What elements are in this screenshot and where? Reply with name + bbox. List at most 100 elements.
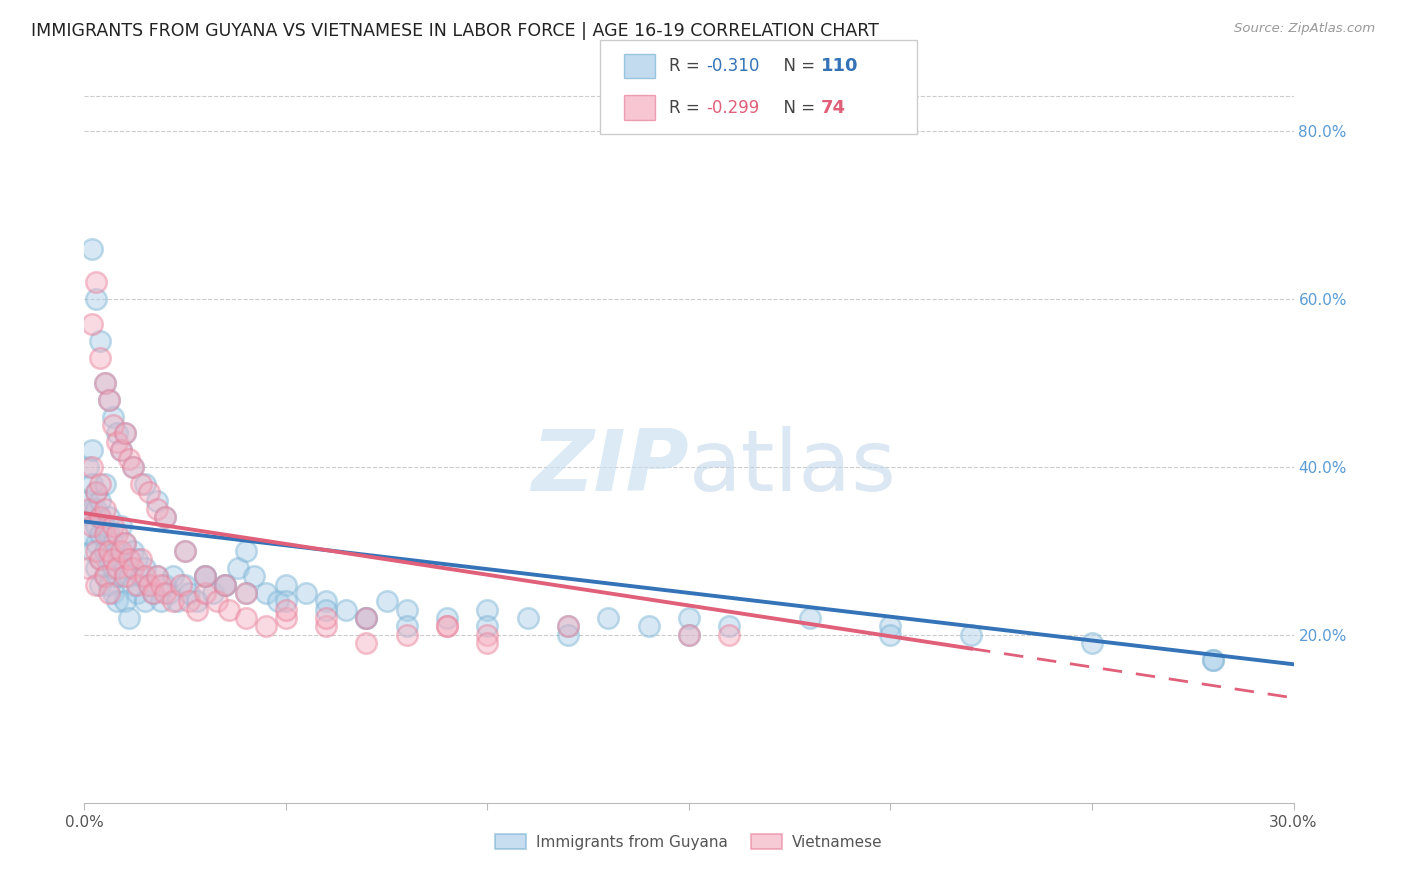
Point (89, 351, 111, 365)
Point (138, 577, 160, 591)
Text: Source: ZipAtlas.com: Source: ZipAtlas.com (1234, 22, 1375, 36)
Point (125, 552, 148, 566)
Point (101, 409, 124, 424)
Point (97, 510, 120, 524)
Point (799, 611, 821, 625)
Point (89, 510, 111, 524)
Point (97, 392, 120, 407)
Point (118, 611, 141, 625)
Point (110, 443, 132, 458)
Point (86, 485, 108, 500)
Point (166, 594, 188, 608)
Text: N =: N = (773, 99, 821, 117)
Point (121, 460, 143, 475)
Point (101, 535, 124, 549)
Point (82, 460, 104, 475)
Point (202, 586, 225, 600)
Point (395, 628, 418, 642)
Point (395, 619, 418, 633)
Point (356, 611, 378, 625)
Point (194, 569, 217, 583)
Point (375, 594, 398, 608)
Point (516, 611, 538, 625)
Text: atlas: atlas (689, 425, 897, 509)
Point (557, 619, 579, 633)
Point (82, 242, 104, 256)
Point (118, 552, 141, 566)
Point (1081, 636, 1104, 650)
Point (114, 535, 136, 549)
Point (89, 527, 111, 541)
Point (153, 510, 176, 524)
Point (86, 275, 108, 289)
Point (170, 577, 193, 591)
Text: -0.299: -0.299 (706, 99, 759, 117)
Text: 110: 110 (821, 57, 859, 75)
Point (77, 493, 100, 508)
Point (86, 292, 108, 306)
Point (315, 619, 337, 633)
Point (235, 611, 257, 625)
Point (118, 451, 141, 466)
Point (214, 577, 236, 591)
Point (105, 527, 128, 541)
Point (93, 544, 115, 558)
Point (118, 569, 141, 583)
Point (105, 560, 128, 574)
Point (77, 460, 100, 475)
Point (93, 476, 115, 491)
Point (142, 586, 165, 600)
Point (879, 619, 901, 633)
Point (101, 552, 124, 566)
Point (637, 619, 659, 633)
Point (274, 611, 297, 625)
Point (678, 628, 700, 642)
Point (93, 518, 115, 533)
Point (93, 376, 115, 390)
Point (174, 544, 197, 558)
Point (436, 619, 458, 633)
Point (315, 594, 337, 608)
Text: 74: 74 (821, 99, 846, 117)
Point (77, 527, 100, 541)
Point (93, 502, 115, 516)
Point (86, 535, 108, 549)
Point (146, 493, 169, 508)
Point (174, 577, 197, 591)
Point (114, 560, 136, 574)
Point (134, 569, 156, 583)
Point (101, 560, 124, 574)
Point (356, 636, 378, 650)
Point (110, 518, 132, 533)
Point (142, 586, 165, 600)
Point (101, 518, 124, 533)
Point (477, 628, 499, 642)
Text: R =: R = (669, 99, 706, 117)
Point (121, 544, 143, 558)
Point (315, 611, 337, 625)
Point (138, 577, 160, 591)
Text: IMMIGRANTS FROM GUYANA VS VIETNAMESE IN LABOR FORCE | AGE 16-19 CORRELATION CHAR: IMMIGRANTS FROM GUYANA VS VIETNAMESE IN … (31, 22, 879, 40)
Point (129, 569, 152, 583)
Point (89, 552, 111, 566)
Point (274, 577, 297, 591)
Point (678, 628, 700, 642)
Point (214, 577, 236, 591)
Point (226, 560, 249, 574)
Point (477, 619, 499, 633)
Point (77, 560, 100, 574)
Point (678, 611, 700, 625)
Point (153, 510, 176, 524)
Point (114, 594, 136, 608)
Point (121, 577, 143, 591)
Text: -0.310: -0.310 (706, 57, 759, 75)
Point (207, 594, 229, 608)
Point (218, 603, 240, 617)
Point (105, 594, 128, 608)
Point (356, 611, 378, 625)
Point (598, 611, 620, 625)
Point (97, 552, 120, 566)
Point (1202, 653, 1225, 667)
Point (138, 485, 160, 500)
Point (242, 569, 264, 583)
